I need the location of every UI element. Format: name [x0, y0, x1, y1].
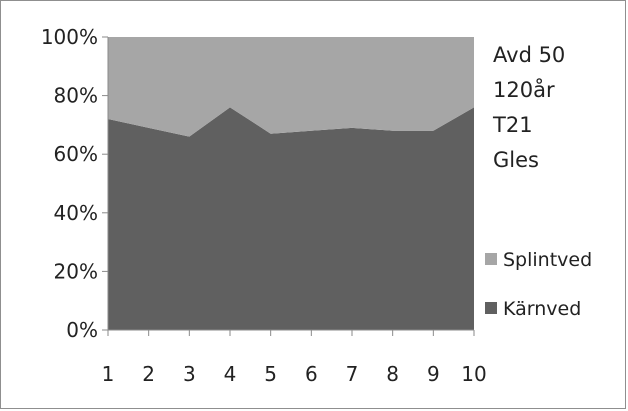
x-axis-ticks: 1 2 3 4 5 6 7 8 9 10 — [102, 330, 487, 386]
y-tick-label: 60% — [54, 142, 98, 166]
x-tick-label: 4 — [224, 362, 237, 386]
chart-areas — [108, 37, 474, 330]
annotation-line-1: Avd 50 — [493, 43, 565, 67]
y-tick-label: 0% — [66, 318, 98, 342]
annotation-line-3: T21 — [492, 113, 533, 137]
area-series-splintved — [108, 37, 474, 137]
x-tick-label: 2 — [142, 362, 155, 386]
annotation-block: Avd 50 120år T21 Gles — [492, 43, 565, 172]
annotation-line-2: 120år — [493, 77, 555, 102]
y-tick-label: 40% — [54, 201, 98, 225]
annotation-line-4: Gles — [493, 148, 539, 172]
legend-swatch-karnved — [485, 302, 497, 314]
legend-label-karnved: Kärnved — [503, 298, 581, 320]
area-series-k-rnved — [108, 107, 474, 330]
x-tick-label: 5 — [264, 362, 277, 386]
legend: Splintved Kärnved — [485, 249, 592, 320]
y-tick-label: 100% — [41, 25, 98, 49]
x-tick-label: 8 — [386, 362, 399, 386]
legend-label-splintved: Splintved — [503, 249, 592, 271]
x-tick-label: 7 — [346, 362, 359, 386]
x-tick-label: 6 — [305, 362, 318, 386]
chart-axes — [107, 37, 474, 331]
y-tick-label: 20% — [54, 259, 98, 283]
x-tick-label: 3 — [183, 362, 196, 386]
y-tick-label: 80% — [54, 84, 98, 108]
x-tick-label: 1 — [102, 362, 115, 386]
legend-swatch-splintved — [485, 253, 497, 265]
y-axis-ticks: 0% 20% 40% 60% 80% 100% — [41, 25, 108, 342]
x-tick-label: 10 — [461, 362, 486, 386]
x-tick-label: 9 — [427, 362, 440, 386]
